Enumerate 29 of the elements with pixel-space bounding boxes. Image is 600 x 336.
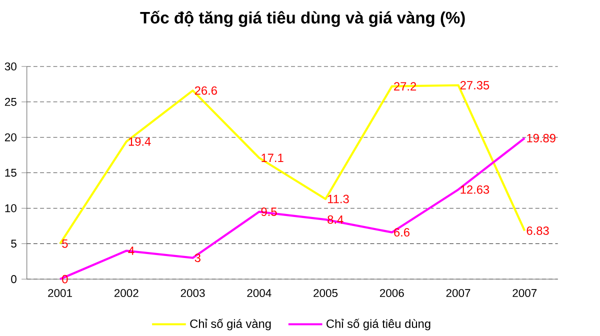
data-label: 27.35 xyxy=(460,81,490,90)
legend-label: Chỉ số giá vàng xyxy=(190,318,271,330)
legend-label: Chỉ số giá tiêu dùng xyxy=(326,318,430,330)
y-tick-label: 0 xyxy=(11,275,16,284)
x-tick-label: 2002 xyxy=(114,289,138,298)
data-label: 5 xyxy=(62,240,68,248)
data-label: 6.83 xyxy=(526,226,549,235)
x-tick-label: 2007 xyxy=(446,289,470,298)
data-label: 19.4 xyxy=(128,137,151,146)
data-label: 3 xyxy=(194,254,200,262)
data-label: 19.89 xyxy=(527,134,556,142)
y-tick-label: 25 xyxy=(4,98,16,106)
data-label: 11.3 xyxy=(328,194,349,204)
chart-title: Tốc độ tăng giá tiêu dùng và giá vàng (%) xyxy=(140,10,465,27)
data-label: 12.63 xyxy=(460,185,490,194)
y-tick-label: 10 xyxy=(5,204,16,212)
data-label: 17.1 xyxy=(262,154,284,162)
y-tick-label: 20 xyxy=(4,133,16,142)
y-tick-label: 30 xyxy=(4,62,16,71)
x-tick-label: 2006 xyxy=(380,289,404,298)
x-tick-label: 2001 xyxy=(48,289,72,298)
x-tick-label: 2004 xyxy=(247,289,272,298)
y-tick-label: 5 xyxy=(11,240,16,248)
x-tick-label: 2005 xyxy=(314,289,338,298)
y-tick-label: 15 xyxy=(5,168,16,177)
data-label: 26.6 xyxy=(194,86,217,95)
data-label: 6.6 xyxy=(394,228,410,237)
x-tick-label: 2007 xyxy=(512,289,537,298)
x-tick-label: 2003 xyxy=(180,289,205,298)
